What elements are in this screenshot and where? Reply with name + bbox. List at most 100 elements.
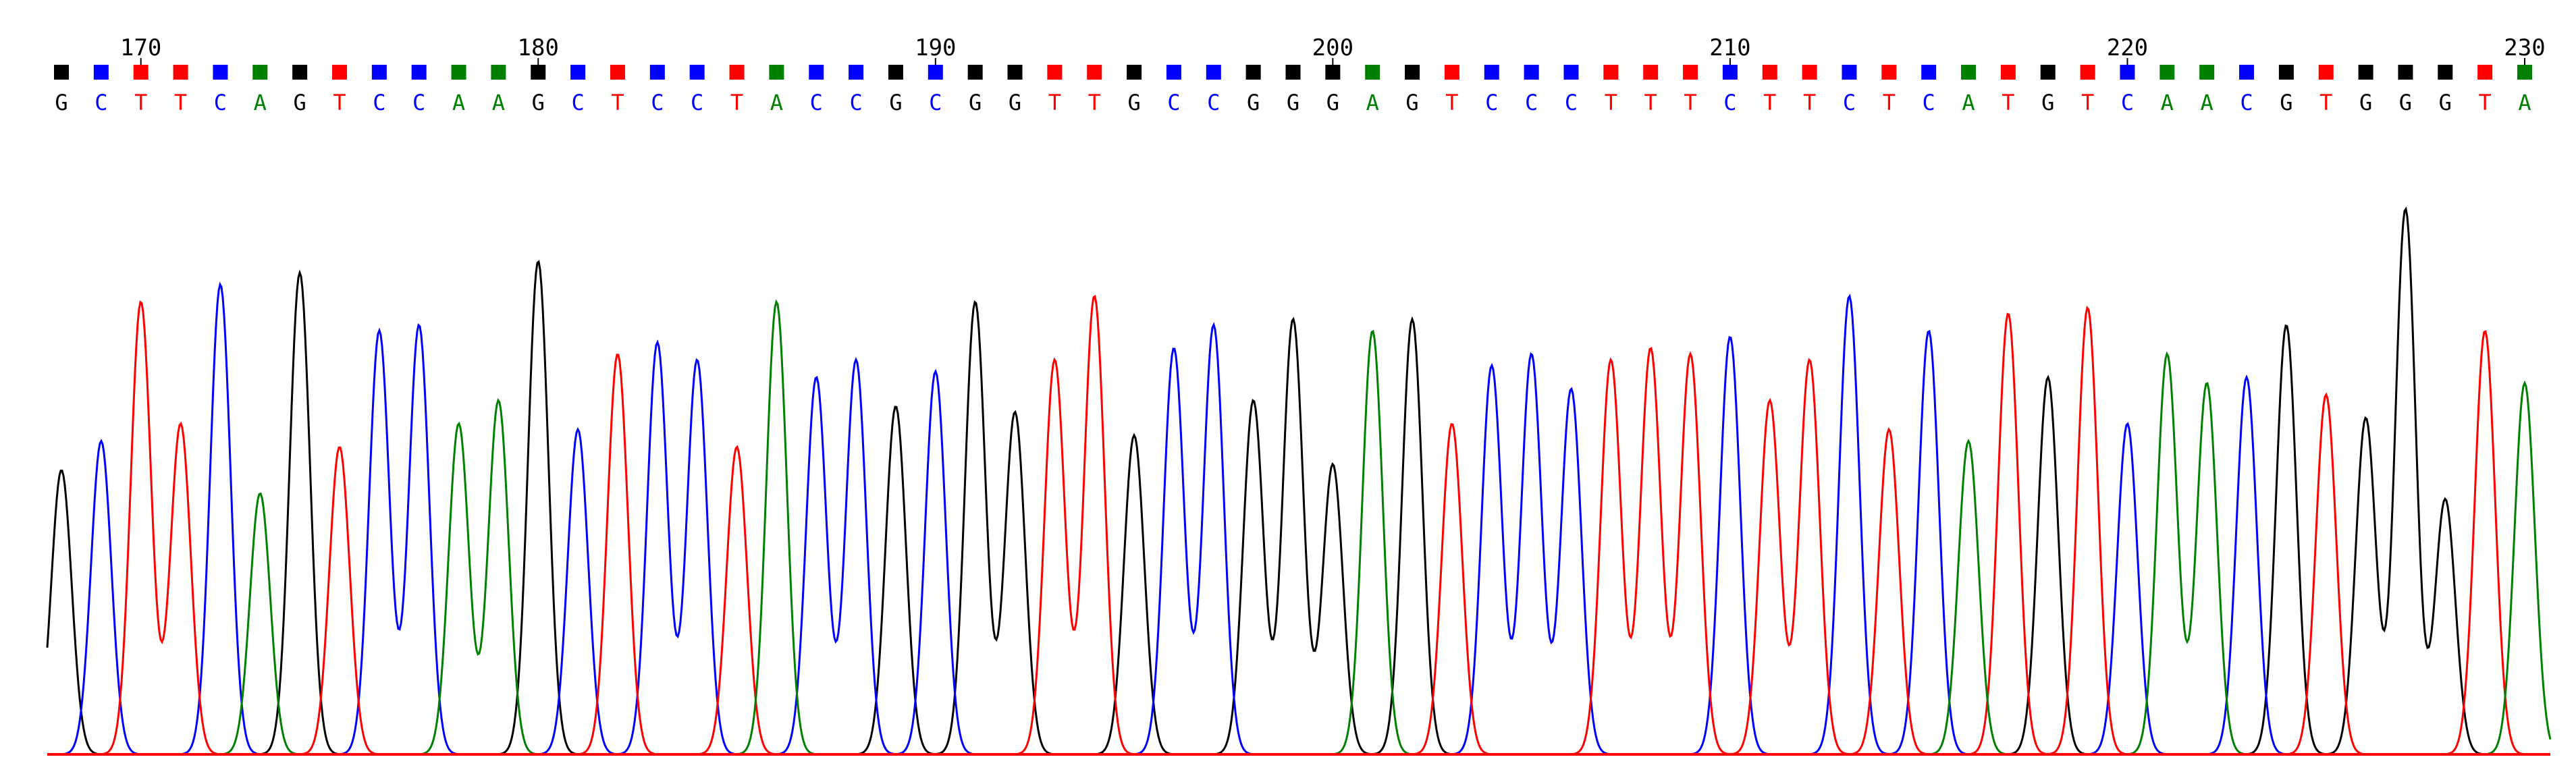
- base-call-letter: C: [1723, 90, 1736, 115]
- base-call-marker: [1722, 65, 1738, 80]
- base-call-marker: [2318, 65, 2334, 80]
- trace-line-G: [46, 206, 2550, 756]
- base-call-marker: [451, 65, 466, 80]
- base-call-letter: T: [1644, 90, 1657, 115]
- position-tick-label: 180: [518, 34, 559, 61]
- base-call-marker: [849, 65, 864, 80]
- base-call-letter: C: [691, 90, 703, 115]
- position-ruler: 170 180 190 200 210 220 230: [120, 34, 2546, 65]
- base-call-marker: [1563, 65, 1579, 80]
- base-call-letter: G: [889, 90, 902, 115]
- base-call-letter: C: [95, 90, 107, 115]
- base-call-marker: [292, 65, 308, 80]
- base-call-marker: [1484, 65, 1499, 80]
- base-call-letter: A: [452, 90, 465, 115]
- base-call-letter: G: [1326, 90, 1339, 115]
- base-call-letter: C: [1843, 90, 1856, 115]
- base-call-letter: T: [1048, 90, 1061, 115]
- base-call-letter: T: [730, 90, 743, 115]
- base-call-letter: A: [254, 90, 267, 115]
- base-call-marker: [967, 65, 983, 80]
- base-call-letter: T: [2319, 90, 2332, 115]
- base-call-marker: [769, 65, 784, 80]
- base-call-letter: C: [214, 90, 227, 115]
- base-call-letter: T: [2002, 90, 2014, 115]
- base-call-letter: C: [849, 90, 862, 115]
- position-tick-label: 220: [2107, 34, 2148, 61]
- base-call-marker: [1842, 65, 1857, 80]
- base-call-letter: A: [1366, 90, 1379, 115]
- base-call-marker: [928, 65, 943, 80]
- base-call-letter: G: [293, 90, 306, 115]
- base-call-letter: C: [571, 90, 584, 115]
- base-call-marker: [411, 65, 427, 80]
- base-call-letter: C: [2240, 90, 2253, 115]
- base-call-letter: T: [174, 90, 187, 115]
- base-call-marker: [54, 65, 69, 80]
- base-call-marker: [331, 65, 347, 80]
- base-call-letter: G: [532, 90, 545, 115]
- base-call-marker: [2278, 65, 2294, 80]
- base-call-letter: A: [1962, 90, 1975, 115]
- base-call-marker: [1524, 65, 1539, 80]
- base-call-letter: C: [1923, 90, 1935, 115]
- position-tick-label: 230: [2504, 34, 2545, 61]
- base-call-letter: T: [2479, 90, 2492, 115]
- base-call-letter: C: [373, 90, 385, 115]
- trace-line-C: [47, 281, 2550, 756]
- base-call-letter: T: [611, 90, 624, 115]
- base-call-letter: G: [2280, 90, 2292, 115]
- base-call-marker: [1603, 65, 1619, 80]
- base-call-marker: [252, 65, 268, 80]
- base-call-letter: G: [1127, 90, 1140, 115]
- base-call-marker: [1405, 65, 1420, 80]
- base-call-marker: [1325, 65, 1341, 80]
- base-call-marker: [2517, 65, 2532, 80]
- base-call-marker: [2199, 65, 2215, 80]
- base-call-letter: A: [492, 90, 505, 115]
- base-call-marker: [888, 65, 903, 80]
- base-call-letter: G: [2041, 90, 2054, 115]
- position-tick-label: 200: [1312, 34, 1353, 61]
- base-call-letter: T: [1605, 90, 1617, 115]
- base-call-marker: [2438, 65, 2453, 80]
- base-call-letter: T: [1883, 90, 1896, 115]
- base-call-letter: G: [1405, 90, 1418, 115]
- base-call-letter: G: [2439, 90, 2452, 115]
- base-call-letter: C: [1565, 90, 1578, 115]
- position-tick-label: 170: [120, 34, 161, 61]
- base-call-letter: T: [333, 90, 346, 115]
- base-call-marker: [1285, 65, 1301, 80]
- base-call-letter: A: [2518, 90, 2531, 115]
- base-call-marker: [1206, 65, 1221, 80]
- base-call-letter: T: [1803, 90, 1816, 115]
- base-call-marker: [809, 65, 824, 80]
- base-call-marker: [93, 65, 109, 80]
- base-call-letter: A: [2201, 90, 2213, 115]
- base-call-markers: [54, 65, 2532, 80]
- base-call-letter: T: [1445, 90, 1458, 115]
- base-call-letter: G: [2359, 90, 2372, 115]
- base-call-marker: [531, 65, 546, 80]
- position-tick-label: 210: [1709, 34, 1750, 61]
- base-call-letter: G: [1009, 90, 1021, 115]
- base-call-marker: [2040, 65, 2056, 80]
- base-call-letter: C: [651, 90, 664, 115]
- base-call-marker: [2080, 65, 2095, 80]
- base-call-letter: G: [55, 90, 68, 115]
- base-call-letter: C: [1485, 90, 1498, 115]
- base-call-letter: C: [929, 90, 942, 115]
- base-call-marker: [2159, 65, 2175, 80]
- base-call-letter: T: [1684, 90, 1696, 115]
- base-call-letter: G: [969, 90, 982, 115]
- base-call-letter: G: [1287, 90, 1299, 115]
- base-call-marker: [133, 65, 149, 80]
- base-call-letter: C: [810, 90, 823, 115]
- base-call-marker: [2358, 65, 2373, 80]
- trace-lines: [46, 206, 2552, 756]
- base-call-letter: G: [2399, 90, 2412, 115]
- base-call-marker: [610, 65, 625, 80]
- base-call-marker: [1444, 65, 1459, 80]
- base-call-marker: [2239, 65, 2255, 80]
- base-call-marker: [1166, 65, 1181, 80]
